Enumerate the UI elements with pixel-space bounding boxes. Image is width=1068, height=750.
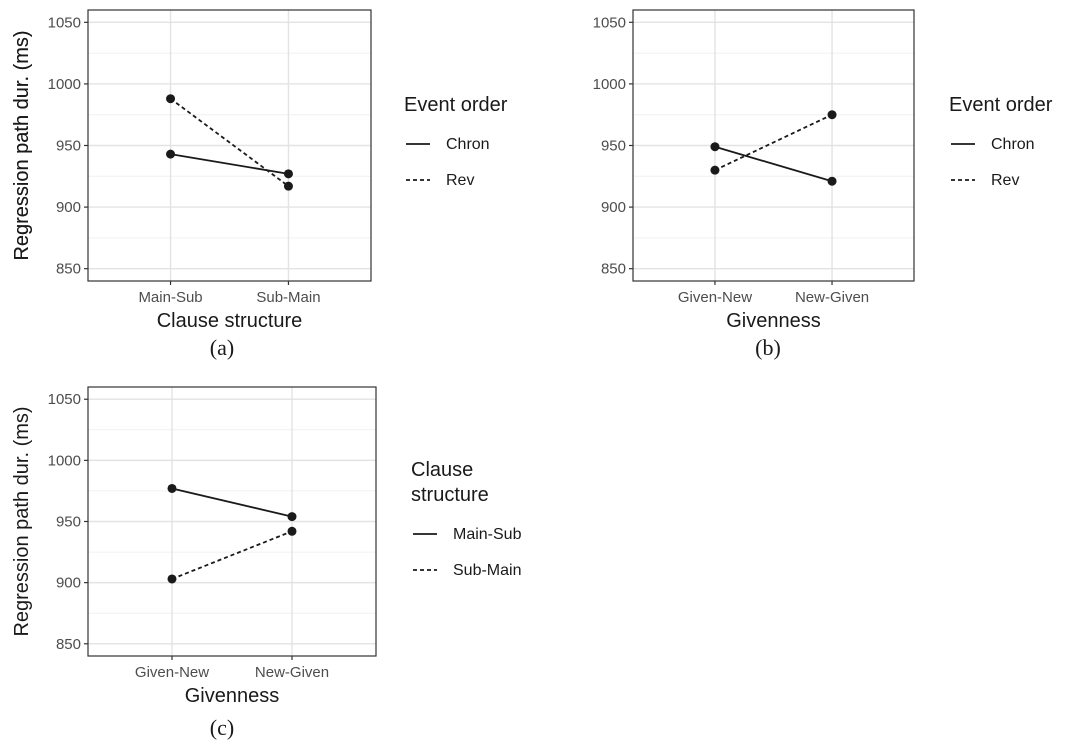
x-tick-label: Given-New: [135, 664, 209, 681]
legend-label-sub-main: Sub-Main: [453, 562, 521, 579]
y-tick-label: 950: [56, 514, 81, 531]
y-tick-label: 1050: [48, 391, 81, 408]
y-axis-title: Regression path dur. (ms): [11, 30, 33, 260]
y-tick-label: 900: [56, 199, 81, 216]
data-point-sub-main: [287, 526, 297, 536]
data-point-rev: [283, 181, 293, 191]
legend-title: Clause: [411, 459, 473, 481]
data-point-chron: [710, 142, 720, 152]
data-point-main-sub: [167, 483, 177, 493]
legend-title: structure: [411, 484, 489, 506]
legend-label-rev: Rev: [991, 172, 1019, 189]
data-point-chron: [283, 169, 293, 179]
legend-label-chron: Chron: [446, 136, 490, 153]
y-tick-label: 950: [601, 138, 626, 155]
data-point-chron: [827, 176, 837, 186]
data-point-chron: [166, 149, 176, 159]
y-tick-label: 1000: [593, 76, 626, 93]
y-tick-label: 850: [56, 261, 81, 278]
data-point-main-sub: [287, 512, 297, 522]
data-point-rev: [710, 165, 720, 175]
panel-caption: (b): [755, 335, 781, 360]
y-tick-label: 1050: [593, 14, 626, 31]
data-point-rev: [166, 94, 176, 104]
series-line-sub-main: [171, 530, 293, 580]
series-line-rev: [170, 97, 289, 187]
y-tick-label: 850: [601, 261, 626, 278]
legend-label-rev: Rev: [446, 172, 474, 189]
x-tick-label: Sub-Main: [256, 289, 320, 306]
legend-title: Event order: [949, 94, 1053, 116]
x-tick-label: New-Given: [795, 289, 869, 306]
series-line-chron: [170, 153, 289, 175]
x-axis-title: Clause structure: [157, 310, 303, 332]
x-tick-label: New-Given: [255, 664, 329, 681]
panel-b: 850 900 950 1000 1050 Given-New New-Given Given…: [11, 9, 1053, 360]
panel-caption: (c): [210, 715, 234, 740]
panel-caption: (a): [210, 335, 234, 360]
series-line-main-sub: [171, 487, 293, 518]
series-line-chron: [714, 145, 833, 183]
series-line-rev: [714, 113, 833, 171]
legend: Event order Chron Rev: [949, 94, 1053, 189]
y-tick-label: 1000: [48, 452, 81, 469]
legend: Event order Chron Rev: [404, 94, 508, 189]
legend-title: Event order: [404, 94, 508, 116]
x-tick-label: Main-Sub: [138, 289, 202, 306]
legend-label-chron: Chron: [991, 136, 1035, 153]
legend: Clause structure Main-Sub Sub-Main: [411, 459, 522, 579]
y-tick-label: 900: [601, 199, 626, 216]
data-point-sub-main: [167, 574, 177, 584]
y-axis-title: Regression path dur. (ms): [11, 406, 33, 636]
y-tick-label: 850: [56, 636, 81, 653]
panel-c: 850 900 950 1000 1050 Given-New New-Given Given…: [11, 386, 522, 740]
y-tick-label: 950: [56, 138, 81, 155]
y-tick-label: 900: [56, 575, 81, 592]
x-axis-title: Givenness: [726, 310, 821, 332]
y-axis-title: Regression path dur. (ms): [11, 30, 33, 260]
x-axis-title: Givenness: [185, 685, 280, 707]
legend-label-main-sub: Main-Sub: [453, 526, 522, 543]
x-tick-label: Given-New: [678, 289, 752, 306]
panel-a: 850 900 950 1000 1050 Main-Sub Sub-Main Clause …: [11, 9, 508, 360]
data-point-rev: [827, 110, 837, 120]
y-tick-label: 1050: [48, 14, 81, 31]
y-tick-label: 1000: [48, 76, 81, 93]
